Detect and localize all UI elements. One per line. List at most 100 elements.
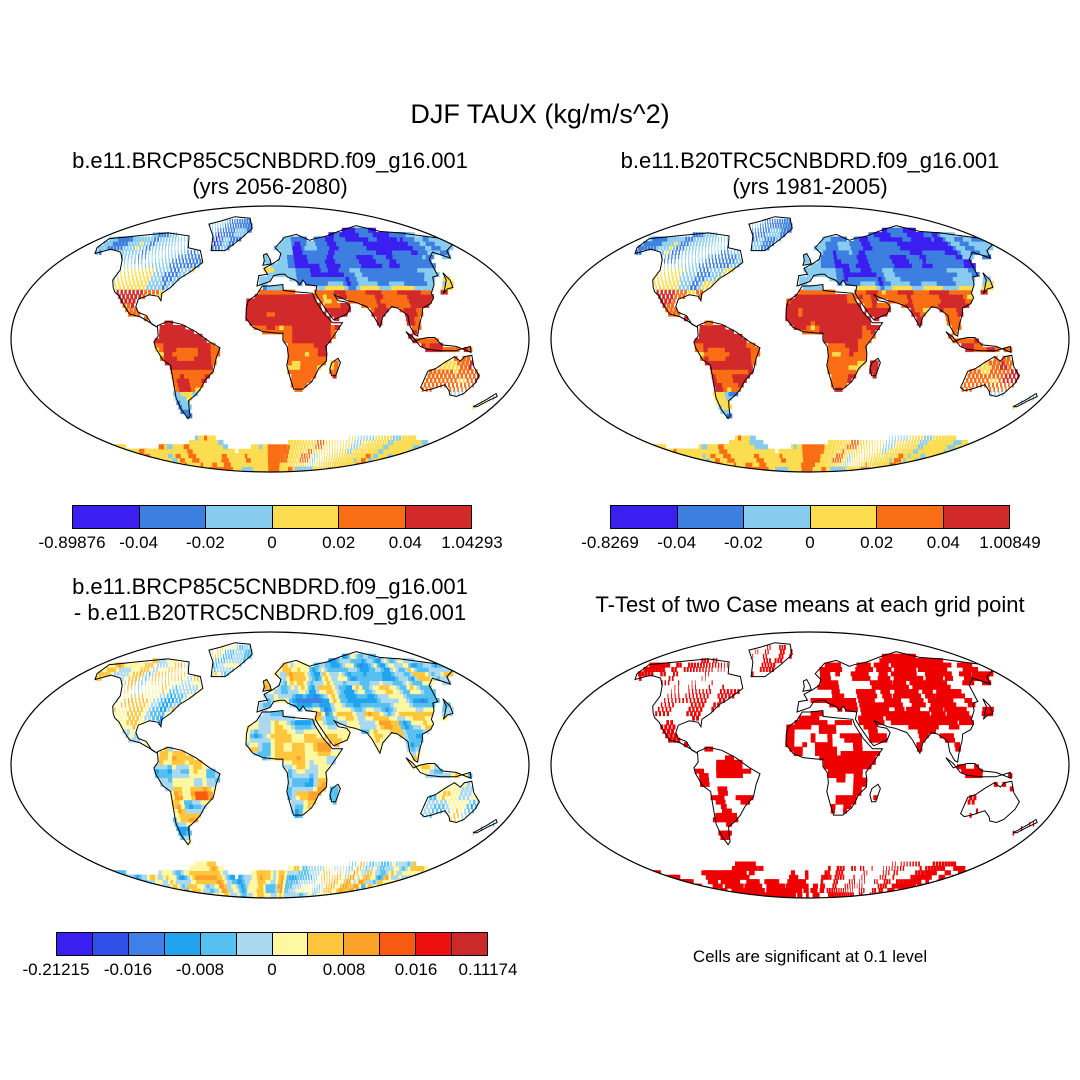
grid-cell (956, 448, 962, 454)
grid-cell (144, 280, 147, 286)
grid-cell (671, 457, 681, 463)
grid-cell (728, 267, 731, 273)
grid-cell (840, 347, 846, 353)
grid-cell (127, 267, 129, 273)
grid-cell (367, 444, 369, 450)
grid-cell (397, 466, 399, 472)
grid-cell (649, 448, 660, 454)
grid-cell (163, 329, 169, 335)
grid-cell (984, 373, 987, 379)
grid-cell (207, 364, 213, 370)
grid-cell (884, 285, 891, 291)
grid-cell (825, 457, 828, 463)
grid-cell (723, 369, 729, 375)
grid-cell (965, 298, 972, 304)
grid-cell (712, 325, 717, 330)
grid-cell (404, 311, 411, 317)
grid-cell (889, 254, 896, 260)
grid-cell (373, 289, 380, 295)
grid-cell (296, 355, 301, 361)
grid-cell (871, 439, 873, 445)
grid-cell (778, 457, 784, 463)
grid-cell (870, 294, 877, 300)
grid-cell (329, 364, 334, 370)
grid-cell (746, 342, 752, 348)
grid-cell (950, 439, 954, 445)
grid-cell (672, 298, 676, 304)
grid-cell (290, 289, 296, 295)
grid-cell (344, 448, 347, 454)
grid-cell (784, 218, 786, 224)
grid-cell (942, 453, 947, 459)
grid-cell (822, 298, 828, 304)
grid-cell (871, 280, 878, 286)
grid-cell (883, 272, 890, 277)
grid-cell (253, 325, 259, 330)
grid-cell (853, 448, 855, 454)
grid-cell (795, 453, 799, 459)
grid-cell (334, 448, 336, 454)
grid-cell (827, 360, 833, 366)
grid-cell (335, 245, 342, 251)
grid-cell (287, 347, 293, 353)
grid-cell (922, 276, 930, 282)
grid-cell (363, 457, 367, 463)
grid-cell (438, 364, 443, 370)
grid-cell (218, 236, 221, 242)
grid-cell (381, 302, 388, 308)
grid-cell (792, 453, 797, 459)
grid-cell (961, 448, 967, 454)
grid-cell (160, 272, 163, 277)
grid-cell (810, 462, 814, 467)
grid-cell (1000, 382, 1002, 388)
grid-cell (174, 395, 181, 401)
grid-cell (123, 263, 125, 269)
grid-cell (844, 351, 850, 357)
grid-cell (337, 439, 339, 445)
grid-cell (379, 276, 386, 282)
grid-cell (844, 307, 850, 313)
grid-cell (907, 448, 911, 454)
grid-cell (837, 457, 839, 463)
grid-cell (875, 245, 882, 251)
grid-cell (786, 466, 790, 472)
grid-cell (152, 267, 154, 273)
grid-cell (295, 298, 301, 304)
grid-cell (312, 263, 318, 269)
grid-cell (356, 466, 357, 472)
grid-cell (882, 448, 884, 454)
grid-cell (675, 462, 686, 467)
grid-cell (317, 267, 323, 273)
grid-cell (789, 453, 794, 459)
grid-cell (290, 382, 296, 388)
grid-cell (403, 294, 410, 300)
grid-cell (385, 444, 389, 450)
grid-cell (678, 263, 679, 269)
grid-cell (419, 280, 427, 286)
grid-cell (343, 254, 350, 260)
grid-cell (329, 462, 332, 467)
grid-cell (177, 360, 183, 366)
grid-cell (841, 466, 844, 472)
grid-cell (849, 444, 852, 450)
grid-cell (287, 320, 293, 326)
grid-cell (882, 444, 884, 450)
grid-cell (314, 272, 320, 277)
grid-cell (900, 285, 907, 291)
grid-cell (407, 294, 414, 300)
grid-cell (981, 369, 985, 375)
grid-cell (847, 302, 853, 308)
grid-cell (832, 272, 838, 277)
grid-cell (408, 298, 416, 304)
grid-cell (173, 276, 176, 282)
grid-cell (195, 386, 201, 392)
grid-cell (710, 369, 717, 375)
grid-cell (722, 258, 724, 264)
grid-cell (222, 444, 229, 450)
grid-cell (838, 462, 840, 467)
grid-cell (385, 302, 392, 308)
grid-cell (176, 391, 183, 397)
grid-cell (148, 280, 151, 286)
grid-cell (182, 364, 188, 370)
grid-cell (803, 276, 808, 282)
